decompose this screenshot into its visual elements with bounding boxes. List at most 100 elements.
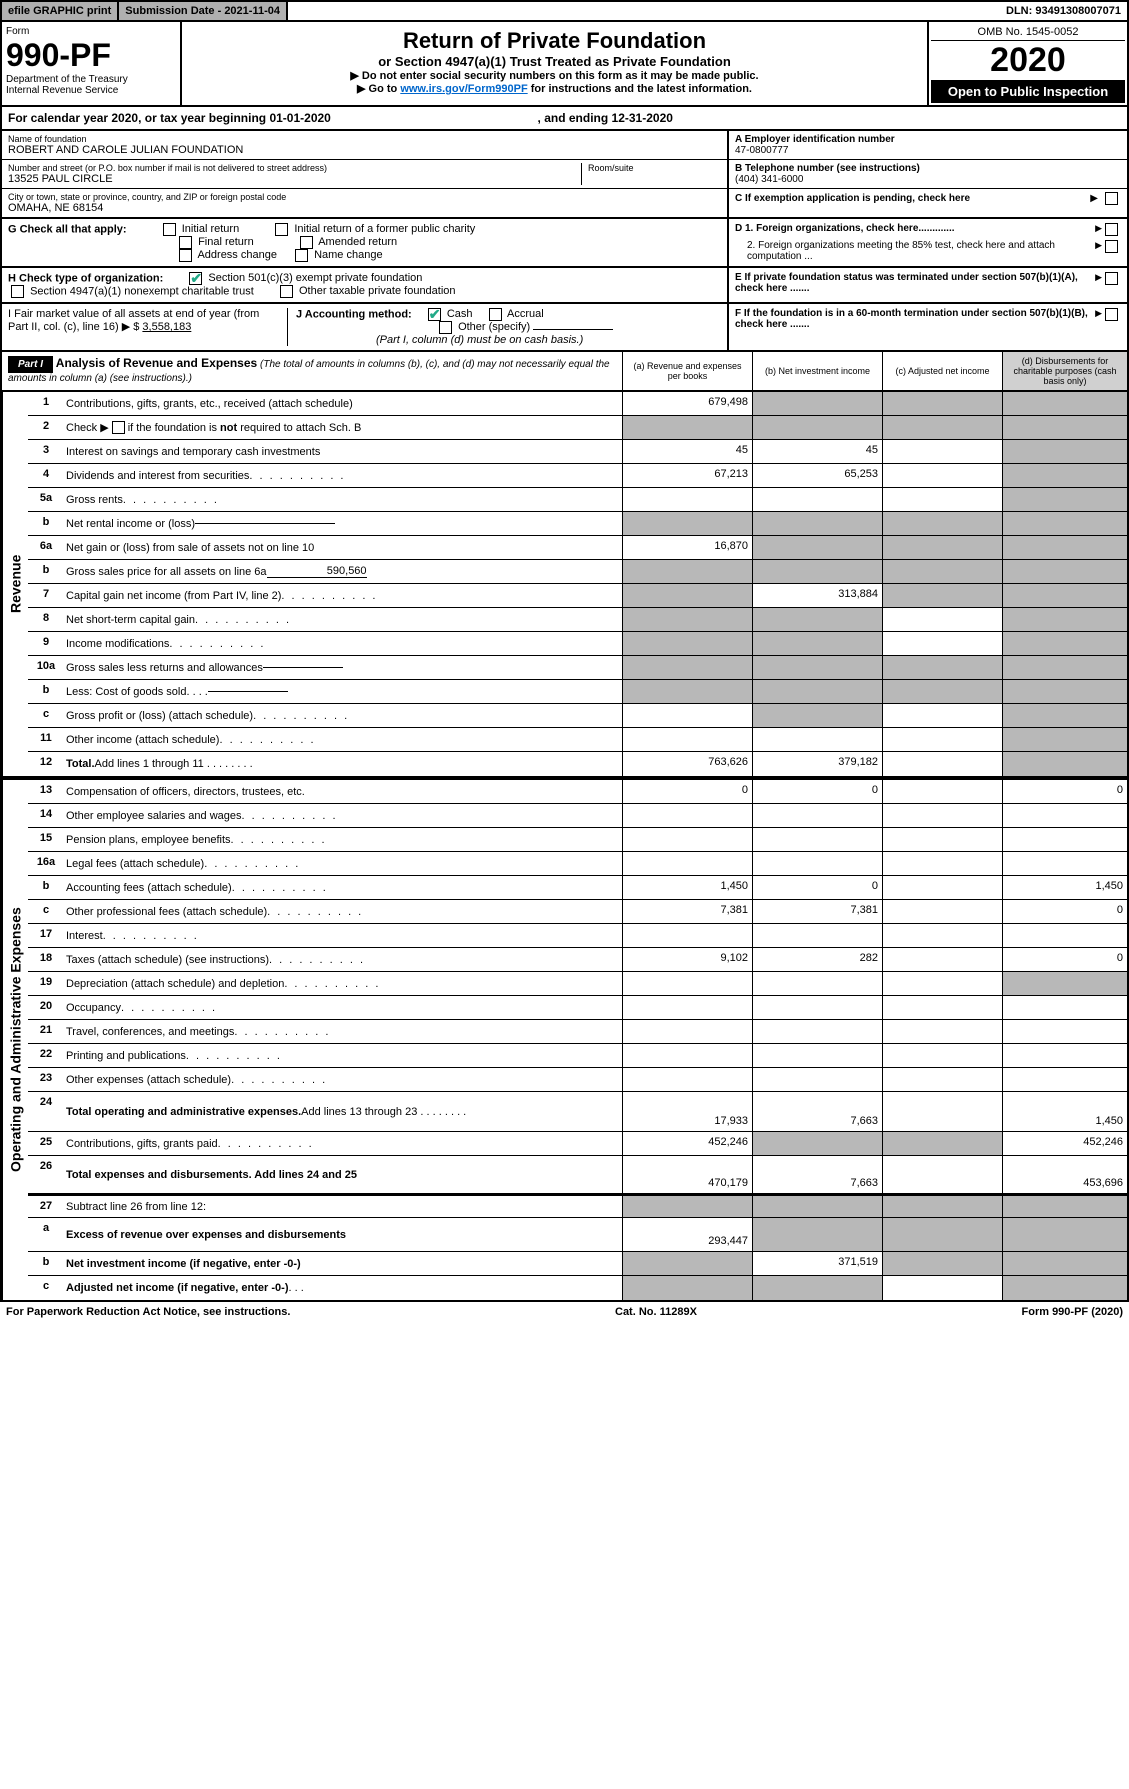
- r6b-desc: Gross sales price for all assets on line…: [64, 560, 622, 583]
- r7-num: 7: [28, 584, 64, 607]
- r27a-num: a: [28, 1218, 64, 1251]
- r10a-input[interactable]: [263, 667, 343, 668]
- r10a-d: Gross sales less returns and allowances: [66, 662, 263, 674]
- r23-a: [622, 1068, 752, 1091]
- g-final[interactable]: [179, 236, 192, 249]
- phone-label: B Telephone number (see instructions): [735, 163, 1121, 174]
- r20-num: 20: [28, 996, 64, 1019]
- r24-d: 1,450: [1002, 1092, 1127, 1131]
- r3-d: [1002, 440, 1127, 463]
- r14-c: [882, 804, 1002, 827]
- r8-num: 8: [28, 608, 64, 631]
- j-accrual[interactable]: [489, 308, 502, 321]
- r27-c: [882, 1196, 1002, 1217]
- g-initial-former[interactable]: [275, 223, 288, 236]
- cal-mid: , and ending: [538, 111, 612, 125]
- r27a-c: [882, 1218, 1002, 1251]
- instr-tail: for instructions and the latest informat…: [528, 83, 752, 95]
- r16c-num: c: [28, 900, 64, 923]
- r8-d: [1002, 608, 1127, 631]
- i-label: I Fair market value of all assets at end…: [8, 308, 259, 333]
- r27b-desc: Net investment income (if negative, ente…: [64, 1252, 622, 1275]
- r12-desc: Total. Add lines 1 through 11 . . . . . …: [64, 752, 622, 776]
- r16b-a: 1,450: [622, 876, 752, 899]
- info-block: Name of foundation ROBERT AND CAROLE JUL…: [0, 131, 1129, 219]
- r10c-desc: Gross profit or (loss) (attach schedule): [64, 704, 622, 727]
- r15-d: [1002, 828, 1127, 851]
- r27c-a: [622, 1276, 752, 1300]
- r5b-input[interactable]: [195, 523, 335, 524]
- g-initial[interactable]: [163, 223, 176, 236]
- g-addr-change[interactable]: [179, 249, 192, 262]
- instr-ssn: ▶ Do not enter social security numbers o…: [192, 69, 917, 82]
- h-501c3[interactable]: [189, 272, 202, 285]
- r27c-d-cell: [1002, 1276, 1127, 1300]
- r6a-c: [882, 536, 1002, 559]
- r16b-b: 0: [752, 876, 882, 899]
- r10b-desc: Less: Cost of goods sold . . . .: [64, 680, 622, 703]
- r16c-d: 0: [1002, 900, 1127, 923]
- d1-checkbox[interactable]: [1105, 223, 1118, 236]
- r7-a: [622, 584, 752, 607]
- h-e-row: H Check type of organization: Section 50…: [0, 268, 1129, 304]
- r26-d: 453,696: [1002, 1156, 1127, 1193]
- r2-num: 2: [28, 416, 64, 439]
- r25-b: [752, 1132, 882, 1155]
- r24-num: 24: [28, 1092, 64, 1131]
- form-subtitle: or Section 4947(a)(1) Trust Treated as P…: [192, 54, 917, 69]
- r16a-b: [752, 852, 882, 875]
- r13-d: 0: [1002, 780, 1127, 803]
- f-checkbox[interactable]: [1105, 308, 1118, 321]
- r27b-b: 371,519: [752, 1252, 882, 1275]
- r2-a: [622, 416, 752, 439]
- r4-a: 67,213: [622, 464, 752, 487]
- g-amended[interactable]: [300, 236, 313, 249]
- e-checkbox[interactable]: [1105, 272, 1118, 285]
- r5a-d: [1002, 488, 1127, 511]
- r16b-c: [882, 876, 1002, 899]
- r22-a: [622, 1044, 752, 1067]
- r21-c: [882, 1020, 1002, 1043]
- h-4947[interactable]: [11, 285, 24, 298]
- r7-c: [882, 584, 1002, 607]
- cal-end: 12-31-2020: [612, 111, 673, 125]
- h-label: H Check type of organization:: [8, 272, 163, 284]
- r10b-num: b: [28, 680, 64, 703]
- r5b-d-cell: [1002, 512, 1127, 535]
- r10b-input[interactable]: [208, 691, 288, 692]
- r10a-num: 10a: [28, 656, 64, 679]
- r16a-c: [882, 852, 1002, 875]
- r5a-b: [752, 488, 882, 511]
- r20-desc: Occupancy: [64, 996, 622, 1019]
- r9-b: [752, 632, 882, 655]
- r2-checkbox[interactable]: [112, 421, 125, 434]
- f-label: F If the foundation is in a 60-month ter…: [735, 308, 1095, 330]
- r16c-c: [882, 900, 1002, 923]
- j-other-input[interactable]: [533, 329, 613, 330]
- r6a-desc: Net gain or (loss) from sale of assets n…: [64, 536, 622, 559]
- j-other[interactable]: [439, 321, 452, 334]
- city-label: City or town, state or province, country…: [8, 192, 721, 202]
- d2-checkbox[interactable]: [1105, 240, 1118, 253]
- efile-button[interactable]: efile GRAPHIC print: [2, 2, 119, 20]
- r27c-desc: Adjusted net income (if negative, enter …: [64, 1276, 622, 1300]
- c-checkbox[interactable]: [1105, 192, 1118, 205]
- r25-a: 452,246: [622, 1132, 752, 1155]
- r6a-d: [1002, 536, 1127, 559]
- r10c-num: c: [28, 704, 64, 727]
- r10b-d: Less: Cost of goods sold: [66, 686, 186, 698]
- cal-prefix: For calendar year 2020, or tax year begi…: [8, 111, 269, 125]
- g-name-change[interactable]: [295, 249, 308, 262]
- h-opt3: Other taxable private foundation: [299, 285, 456, 297]
- open-public: Open to Public Inspection: [931, 80, 1125, 103]
- form990pf-link[interactable]: www.irs.gov/Form990PF: [400, 83, 527, 95]
- r26-b: 7,663: [752, 1156, 882, 1193]
- h-other-tax[interactable]: [280, 285, 293, 298]
- form-header: Form 990-PF Department of the Treasury I…: [0, 22, 1129, 107]
- r20-b: [752, 996, 882, 1019]
- r3-num: 3: [28, 440, 64, 463]
- r27-num: 27: [28, 1196, 64, 1217]
- r3-a: 45: [622, 440, 752, 463]
- j-cash[interactable]: [428, 308, 441, 321]
- g-label: G Check all that apply:: [8, 223, 127, 235]
